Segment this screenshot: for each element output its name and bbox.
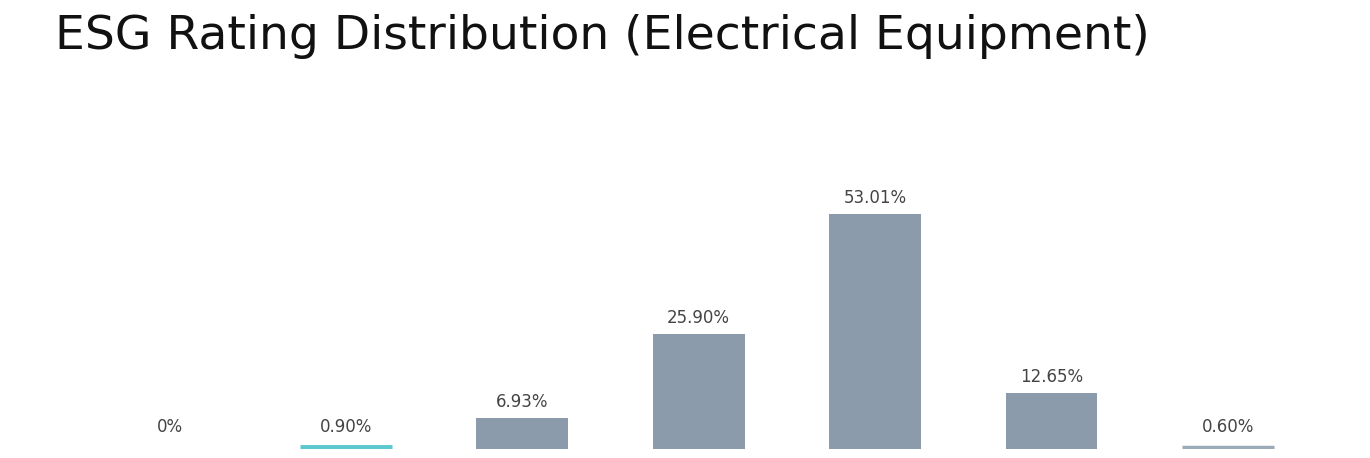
- Bar: [1006, 393, 1097, 449]
- Text: 12.65%: 12.65%: [1019, 368, 1084, 386]
- Text: ESG Rating Distribution (Electrical Equipment): ESG Rating Distribution (Electrical Equi…: [55, 14, 1149, 59]
- Text: 0.90%: 0.90%: [319, 418, 373, 436]
- Bar: [477, 418, 569, 449]
- Bar: [829, 214, 921, 449]
- Text: 25.90%: 25.90%: [667, 310, 730, 327]
- Bar: [653, 334, 744, 449]
- Text: 0%: 0%: [156, 418, 182, 436]
- Text: 0.60%: 0.60%: [1201, 418, 1254, 436]
- Text: 6.93%: 6.93%: [496, 393, 548, 411]
- Text: 53.01%: 53.01%: [844, 189, 907, 207]
